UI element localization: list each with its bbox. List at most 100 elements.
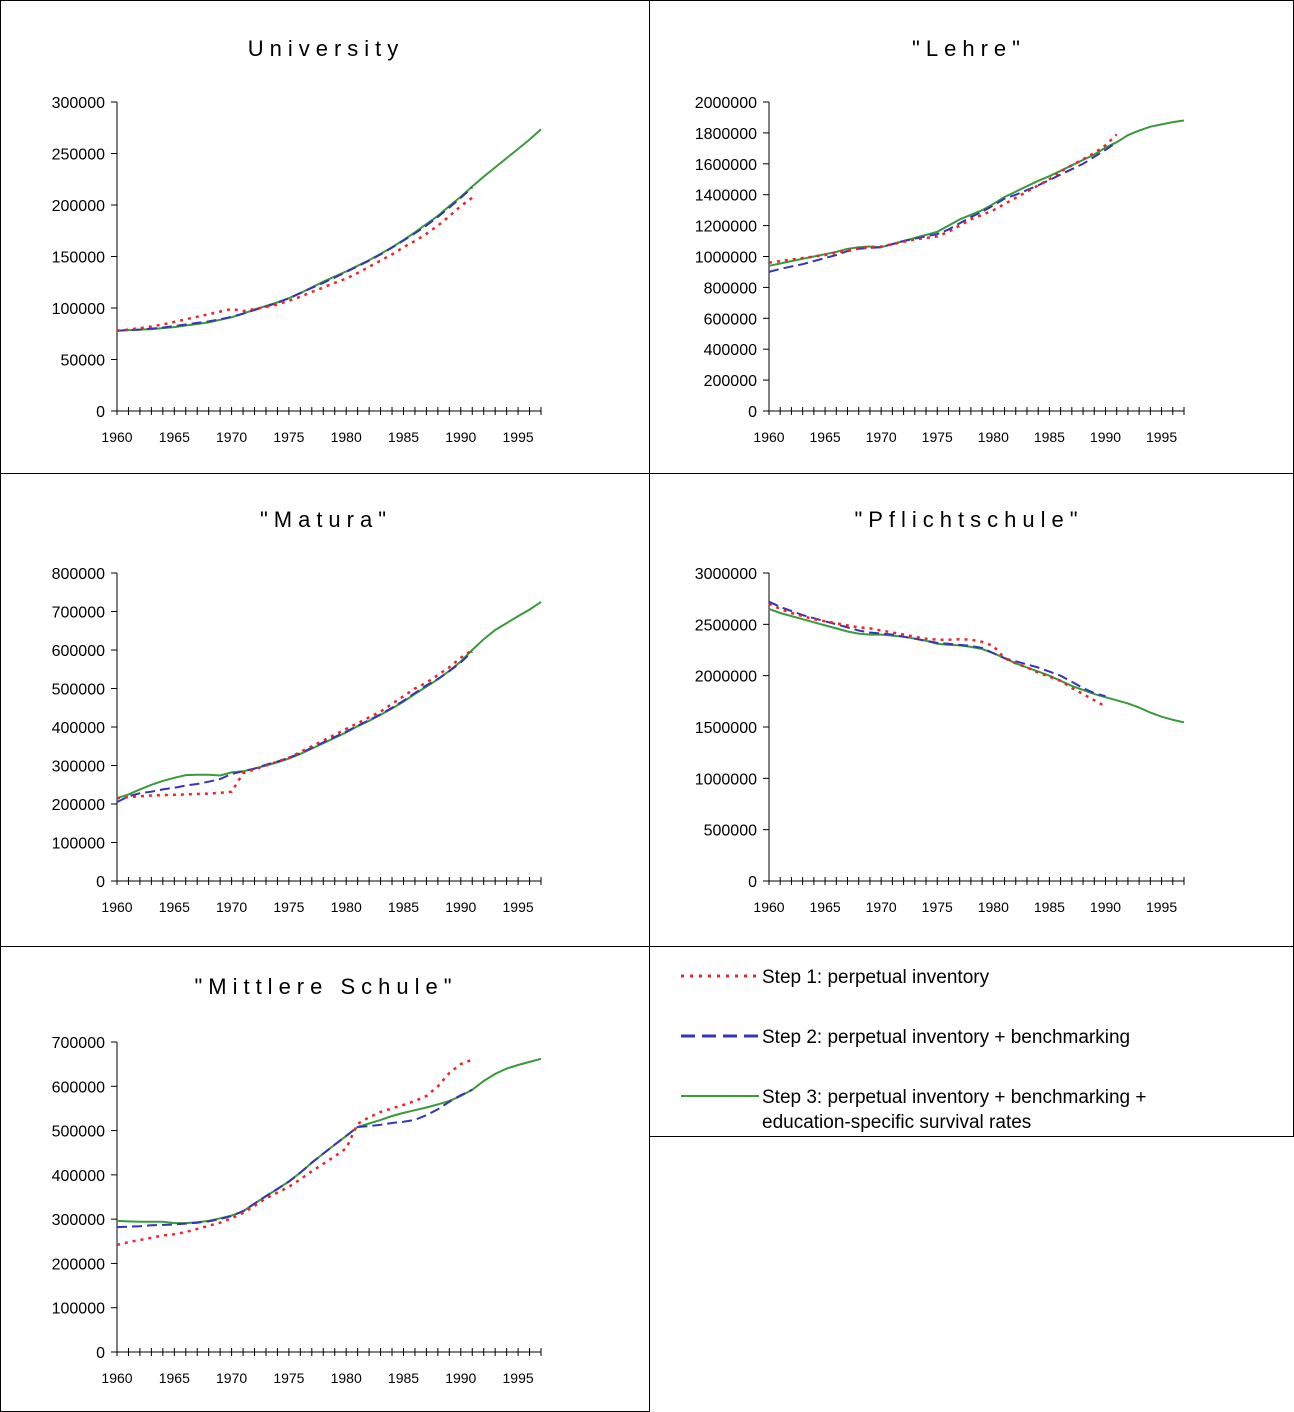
y-tick-label: 1500000 <box>695 720 757 737</box>
y-tick-label: 0 <box>748 404 757 421</box>
x-tick-label: 1980 <box>331 429 362 445</box>
series-step1-line <box>116 648 473 800</box>
y-tick-label: 2000000 <box>695 95 757 112</box>
series-step1-line <box>768 133 1118 264</box>
y-tick-label: 200000 <box>52 198 105 215</box>
x-tick-label: 1990 <box>445 1370 476 1386</box>
x-tick-label: 1980 <box>331 1370 362 1386</box>
x-tick-label: 1975 <box>273 899 304 915</box>
y-tick-label: 1000000 <box>695 250 757 267</box>
panel-university <box>0 0 650 474</box>
y-tick-label: 1600000 <box>695 157 757 174</box>
x-tick-label: 1975 <box>922 899 953 915</box>
x-tick-label: 1980 <box>331 899 362 915</box>
x-tick-label: 1965 <box>810 429 841 445</box>
x-tick-label: 1960 <box>101 429 132 445</box>
chart-matura: "Matura" 0 100000 200000 300000 400000 500000 6… <box>52 507 542 915</box>
y-tick-label: 600000 <box>52 1079 105 1096</box>
legend: Step 1: perpetual inventory Step 2: perp… <box>681 967 1146 1133</box>
x-tick-label: 1975 <box>922 429 953 445</box>
series-step3-line <box>116 128 542 332</box>
y-tick-label: 400000 <box>52 720 105 737</box>
y-tick-label: 100000 <box>52 836 105 853</box>
y-tick-label: 0 <box>96 404 105 421</box>
y-tick-label: 200000 <box>52 1256 105 1273</box>
y-tick-label: 2000000 <box>695 669 757 686</box>
series-step2-line <box>768 141 1118 273</box>
x-tick-label: 1995 <box>1146 899 1177 915</box>
y-tick-label: 0 <box>748 874 757 891</box>
y-tick-label: 600000 <box>704 311 757 328</box>
x-tick-label: 1985 <box>1034 899 1065 915</box>
x-tick-label: 1980 <box>978 899 1009 915</box>
x-tick-label: 1995 <box>503 429 534 445</box>
x-tick-label: 1975 <box>273 1370 304 1386</box>
chart-lehre: "Lehre" 0 200000 400000 600000 800000 1000000 1… <box>695 36 1185 445</box>
y-tick-label: 700000 <box>52 605 105 622</box>
x-tick-label: 1965 <box>810 899 841 915</box>
x-tick-label: 1960 <box>101 899 132 915</box>
legend-label-step2: Step 2: perpetual inventory + benchmarki… <box>762 1027 1130 1048</box>
y-tick-label: 500000 <box>52 1124 105 1141</box>
y-tick-label: 500000 <box>52 682 105 699</box>
y-tick-label: 400000 <box>52 1168 105 1185</box>
legend-item-step2: Step 2: perpetual inventory + benchmarki… <box>681 1027 1130 1048</box>
legend-label-step3-line1: Step 3: perpetual inventory + benchmarki… <box>762 1087 1146 1108</box>
y-tick-label: 700000 <box>52 1035 105 1052</box>
y-tick-label: 3000000 <box>695 566 757 583</box>
x-tick-label: 1970 <box>216 429 247 445</box>
series-step1-line <box>116 196 473 332</box>
y-tick-label: 200000 <box>52 797 105 814</box>
y-tick-label: 50000 <box>61 353 106 370</box>
y-tick-label: 800000 <box>704 280 757 297</box>
y-tick-label: 500000 <box>704 823 757 840</box>
x-tick-label: 1990 <box>1090 899 1121 915</box>
panel-pflichtschule <box>649 473 1294 947</box>
x-tick-label: 1990 <box>445 899 476 915</box>
chart-pflichtschule: "Pflichtschule" 0 500000 1000000 1500000 2000… <box>695 507 1185 915</box>
x-tick-label: 1985 <box>388 899 419 915</box>
series-step1-line <box>768 602 1107 708</box>
y-tick-label: 1000000 <box>695 771 757 788</box>
legend-label-step1: Step 1: perpetual inventory <box>762 967 990 988</box>
x-tick-label: 1990 <box>1090 429 1121 445</box>
chart-mittlere-schule: "Mittlere Schule" 0 100000 200000 300000 4000… <box>52 974 542 1386</box>
y-tick-label: 1800000 <box>695 126 757 143</box>
y-tick-label: 150000 <box>52 250 105 267</box>
series-step2-line <box>116 1088 473 1229</box>
y-tick-label: 300000 <box>52 1212 105 1229</box>
x-tick-label: 1985 <box>388 429 419 445</box>
x-tick-label: 1980 <box>978 429 1009 445</box>
legend-panel <box>649 946 1294 1137</box>
y-tick-label: 2500000 <box>695 617 757 634</box>
y-tick-label: 400000 <box>704 342 757 359</box>
x-tick-label: 1970 <box>866 429 897 445</box>
x-tick-label: 1995 <box>503 1370 534 1386</box>
x-tick-label: 1965 <box>159 1370 190 1386</box>
chart-title: "Pflichtschule" <box>854 507 1083 532</box>
y-tick-label: 250000 <box>52 147 105 164</box>
x-tick-label: 1970 <box>216 1370 247 1386</box>
x-tick-label: 1990 <box>445 429 476 445</box>
y-tick-label: 100000 <box>52 1301 105 1318</box>
legend-label-step3-line2: education-specific survival rates <box>762 1112 1031 1133</box>
panel-lehre <box>649 0 1294 474</box>
x-tick-label: 1995 <box>503 899 534 915</box>
x-tick-label: 1985 <box>1034 429 1065 445</box>
series-step3-line <box>768 119 1185 267</box>
x-tick-label: 1960 <box>753 899 784 915</box>
series-step1-line <box>116 1058 473 1247</box>
y-tick-label: 200000 <box>704 373 757 390</box>
y-tick-label: 600000 <box>52 643 105 660</box>
y-tick-label: 1200000 <box>695 219 757 236</box>
chart-title: University <box>248 36 405 61</box>
series-step3-line <box>116 1057 542 1225</box>
y-tick-label: 100000 <box>52 301 105 318</box>
legend-item-step3: Step 3: perpetual inventory + benchmarki… <box>681 1087 1146 1133</box>
y-tick-label: 1400000 <box>695 188 757 205</box>
series-step2-line <box>768 600 1106 698</box>
legend-item-step1: Step 1: perpetual inventory <box>681 967 990 988</box>
x-tick-label: 1995 <box>1146 429 1177 445</box>
